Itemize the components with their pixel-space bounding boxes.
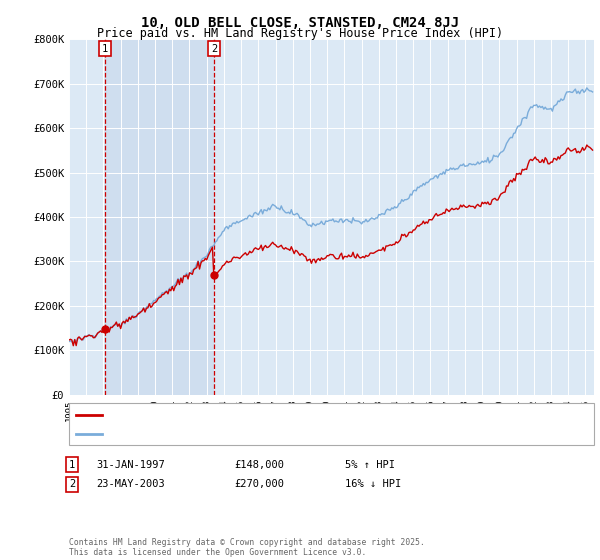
Text: 1: 1 (69, 460, 75, 470)
Text: Price paid vs. HM Land Registry's House Price Index (HPI): Price paid vs. HM Land Registry's House … (97, 27, 503, 40)
Text: HPI: Average price, detached house, Uttlesford: HPI: Average price, detached house, Uttl… (106, 429, 376, 439)
Text: Contains HM Land Registry data © Crown copyright and database right 2025.
This d: Contains HM Land Registry data © Crown c… (69, 538, 425, 557)
Point (100, 325, 110, 334)
Text: £270,000: £270,000 (234, 479, 284, 489)
Text: 31-JAN-1997: 31-JAN-1997 (96, 460, 165, 470)
Text: 23-MAY-2003: 23-MAY-2003 (96, 479, 165, 489)
Text: 1: 1 (102, 44, 108, 54)
Bar (105, 39, 214, 395)
Text: £148,000: £148,000 (234, 460, 284, 470)
Text: 16% ↓ HPI: 16% ↓ HPI (345, 479, 401, 489)
Text: 2: 2 (211, 44, 217, 54)
Point (209, 270, 218, 279)
Text: 10, OLD BELL CLOSE, STANSTED, CM24 8JJ: 10, OLD BELL CLOSE, STANSTED, CM24 8JJ (141, 16, 459, 30)
Text: 5% ↑ HPI: 5% ↑ HPI (345, 460, 395, 470)
Text: 2: 2 (69, 479, 75, 489)
Text: 10, OLD BELL CLOSE, STANSTED, CM24 8JJ (detached house): 10, OLD BELL CLOSE, STANSTED, CM24 8JJ (… (106, 409, 430, 419)
